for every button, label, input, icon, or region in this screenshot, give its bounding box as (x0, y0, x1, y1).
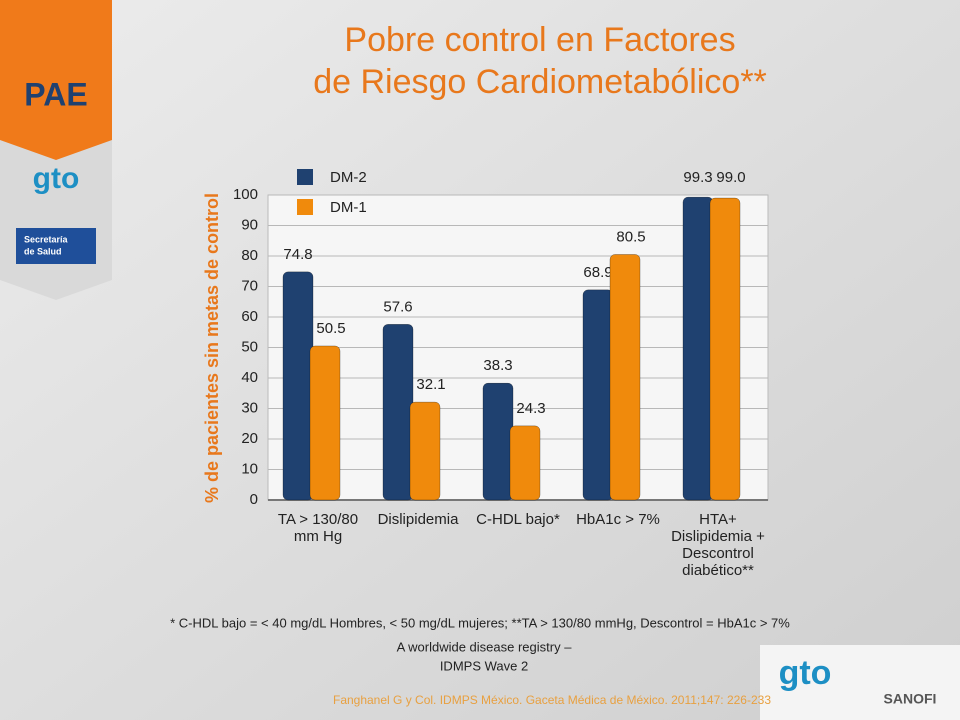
data-label: 74.8 (283, 246, 312, 263)
legend-label: DM-2 (330, 169, 367, 186)
data-label: 50.5 (316, 320, 345, 337)
y-tick-label: 60 (241, 308, 258, 325)
data-label: 99.0 (716, 169, 745, 186)
data-label: 99.3 (683, 169, 712, 186)
legend-label: DM-1 (330, 199, 367, 216)
y-tick-label: 0 (250, 491, 258, 508)
bar (482, 382, 514, 501)
footnote: * C-HDL bajo = < 40 mg/dL Hombres, < 50 … (170, 615, 790, 630)
source: IDMPS Wave 2 (440, 658, 528, 673)
x-tick-label: C-HDL bajo* (476, 511, 560, 528)
data-label: 38.3 (483, 357, 512, 374)
y-tick-label: 10 (241, 460, 258, 477)
secretaria: Secretaría (24, 234, 69, 244)
secretaria-box (16, 228, 96, 264)
y-tick-label: 80 (241, 247, 258, 264)
bar (282, 271, 314, 501)
secretaria: de Salud (24, 246, 62, 256)
logo-gto: gto (779, 654, 832, 692)
x-tick-label: Dislipidemia + (671, 528, 765, 545)
y-axis-label: % de pacientes sin metas de control (202, 193, 222, 503)
top-banner (0, 0, 112, 160)
data-label: 80.5 (616, 228, 645, 245)
data-label: 68.9 (583, 264, 612, 281)
bar (509, 425, 541, 501)
y-tick-label: 90 (241, 216, 258, 233)
x-tick-label: TA > 130/80 (278, 511, 358, 528)
bar (609, 254, 641, 501)
logo-gto: gto (33, 162, 80, 195)
bar (682, 196, 714, 501)
bar (382, 324, 414, 501)
bar (409, 401, 441, 501)
source: A worldwide disease registry – (397, 639, 573, 654)
x-tick-label: Dislipidemia (378, 511, 460, 528)
y-tick-label: 40 (241, 369, 258, 386)
x-tick-label: diabético** (682, 562, 754, 579)
data-label: 24.3 (516, 400, 545, 417)
bar (709, 197, 741, 501)
bar (309, 345, 341, 501)
x-tick-label: HTA+ (699, 511, 737, 528)
y-tick-label: 30 (241, 399, 258, 416)
data-label: 32.1 (416, 376, 445, 393)
logo-sanofi: SANOFI (884, 691, 937, 707)
title: de Riesgo Cardiometabólico** (313, 63, 767, 101)
legend-swatch (297, 169, 313, 185)
y-tick-label: 20 (241, 430, 258, 447)
legend-swatch (297, 199, 313, 215)
x-tick-label: HbA1c > 7% (576, 511, 660, 528)
y-tick-label: 50 (241, 338, 258, 355)
data-label: 57.6 (383, 298, 412, 315)
y-tick-label: 100 (233, 186, 258, 203)
bar (582, 289, 614, 501)
y-tick-label: 70 (241, 277, 258, 294)
title: Pobre control en Factores (344, 21, 735, 59)
logo-pae: PAE (24, 76, 87, 112)
logo-panel (760, 645, 960, 720)
x-tick-label: Descontrol (682, 545, 754, 562)
x-tick-label: mm Hg (294, 528, 342, 545)
citation: Fanghanel G y Col. IDMPS México. Gaceta … (333, 693, 771, 707)
